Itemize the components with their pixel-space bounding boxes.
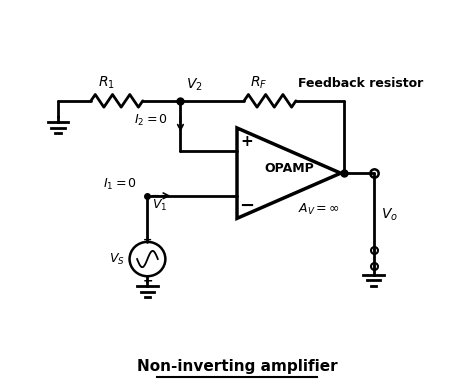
- Text: $I_1 = 0$: $I_1 = 0$: [103, 176, 137, 192]
- Text: $V_2$: $V_2$: [186, 76, 203, 93]
- Text: OPAMP: OPAMP: [264, 162, 314, 175]
- Text: Non-inverting amplifier: Non-inverting amplifier: [137, 359, 337, 374]
- Text: $V_o$: $V_o$: [381, 207, 398, 223]
- Text: $R_1$: $R_1$: [98, 74, 115, 91]
- Text: Feedback resistor: Feedback resistor: [298, 77, 423, 89]
- Text: $V_1$: $V_1$: [152, 198, 167, 213]
- Text: $R_F$: $R_F$: [249, 74, 267, 91]
- Text: −: −: [142, 274, 153, 288]
- Text: −: −: [239, 197, 254, 215]
- Text: +: +: [240, 134, 253, 149]
- Text: $V_S$: $V_S$: [109, 252, 125, 267]
- Text: +: +: [143, 235, 152, 245]
- Text: $I_2 = 0$: $I_2 = 0$: [134, 113, 168, 128]
- Text: $A_V = \infty$: $A_V = \infty$: [299, 202, 340, 217]
